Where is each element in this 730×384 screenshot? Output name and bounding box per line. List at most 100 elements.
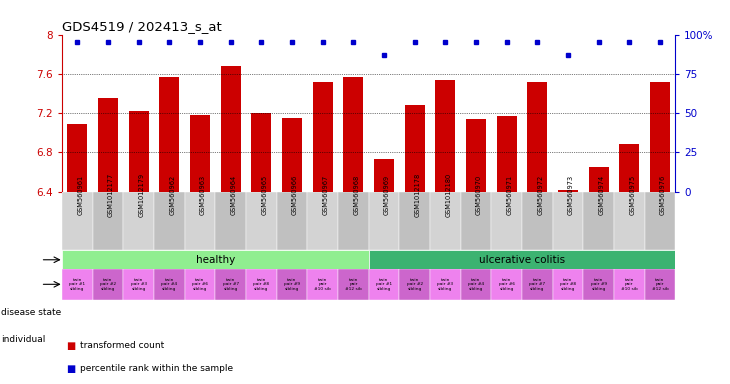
Text: GSM560975: GSM560975 — [629, 174, 635, 215]
Text: GSM560962: GSM560962 — [169, 174, 175, 215]
FancyBboxPatch shape — [430, 192, 461, 250]
Text: individual: individual — [1, 335, 46, 344]
Text: twin
pair #8
sibling: twin pair #8 sibling — [560, 278, 576, 291]
FancyBboxPatch shape — [307, 192, 338, 250]
Text: GSM560970: GSM560970 — [476, 174, 482, 215]
Text: twin
pair #9
sibling: twin pair #9 sibling — [591, 278, 607, 291]
Bar — [588, 167, 609, 192]
Text: transformed count: transformed count — [80, 341, 164, 350]
Text: twin
pair #1
sibling: twin pair #1 sibling — [376, 278, 392, 291]
Bar — [128, 111, 149, 192]
Bar — [215, 269, 246, 300]
Text: twin
pair #6
sibling: twin pair #6 sibling — [499, 278, 515, 291]
Text: ■: ■ — [66, 341, 75, 351]
Text: GSM560963: GSM560963 — [200, 174, 206, 215]
Bar — [558, 190, 578, 192]
Bar — [251, 113, 272, 192]
Bar — [522, 269, 553, 300]
Text: GSM560972: GSM560972 — [537, 174, 543, 215]
Bar — [159, 77, 180, 192]
FancyBboxPatch shape — [338, 192, 369, 250]
Text: GSM1012178: GSM1012178 — [415, 172, 420, 217]
Text: GSM1012177: GSM1012177 — [108, 172, 114, 217]
Text: GSM560974: GSM560974 — [599, 174, 604, 215]
FancyBboxPatch shape — [123, 192, 154, 250]
Text: GSM560961: GSM560961 — [77, 174, 83, 215]
Bar — [62, 250, 369, 269]
Bar — [312, 82, 333, 192]
Bar — [399, 269, 430, 300]
Bar — [62, 269, 93, 300]
FancyBboxPatch shape — [154, 192, 185, 250]
Bar — [466, 119, 486, 192]
Bar — [338, 269, 369, 300]
Bar — [282, 118, 302, 192]
Text: twin
pair
#12 sib: twin pair #12 sib — [652, 278, 668, 291]
Bar — [246, 269, 277, 300]
FancyBboxPatch shape — [399, 192, 430, 250]
FancyBboxPatch shape — [645, 192, 675, 250]
FancyBboxPatch shape — [369, 192, 399, 250]
Bar — [277, 269, 307, 300]
Text: twin
pair #4
sibling: twin pair #4 sibling — [468, 278, 484, 291]
Bar — [190, 115, 210, 192]
Bar — [614, 269, 645, 300]
FancyBboxPatch shape — [583, 192, 614, 250]
Bar — [650, 82, 670, 192]
Bar — [527, 82, 548, 192]
FancyBboxPatch shape — [93, 192, 123, 250]
Text: GSM560971: GSM560971 — [507, 174, 512, 215]
Bar — [123, 269, 154, 300]
Bar — [307, 269, 338, 300]
FancyBboxPatch shape — [215, 192, 246, 250]
Text: twin
pair #3
sibling: twin pair #3 sibling — [437, 278, 453, 291]
Text: GDS4519 / 202413_s_at: GDS4519 / 202413_s_at — [62, 20, 222, 33]
Text: GSM560966: GSM560966 — [292, 174, 298, 215]
Text: GSM560976: GSM560976 — [660, 174, 666, 215]
Text: GSM1012180: GSM1012180 — [445, 172, 451, 217]
FancyBboxPatch shape — [62, 192, 93, 250]
Bar — [369, 250, 675, 269]
Text: GSM560964: GSM560964 — [231, 174, 237, 215]
Text: ■: ■ — [66, 364, 75, 374]
Bar — [369, 269, 399, 300]
Bar — [404, 105, 425, 192]
Text: twin
pair #2
sibling: twin pair #2 sibling — [407, 278, 423, 291]
FancyBboxPatch shape — [461, 192, 491, 250]
FancyBboxPatch shape — [553, 192, 583, 250]
Bar — [98, 98, 118, 192]
Bar — [154, 269, 185, 300]
Text: twin
pair #9
sibling: twin pair #9 sibling — [284, 278, 300, 291]
FancyBboxPatch shape — [246, 192, 277, 250]
Text: twin
pair #1
sibling: twin pair #1 sibling — [69, 278, 85, 291]
Bar — [93, 269, 123, 300]
Text: twin
pair #7
sibling: twin pair #7 sibling — [223, 278, 239, 291]
Bar — [343, 77, 364, 192]
Text: twin
pair
#10 sib: twin pair #10 sib — [315, 278, 331, 291]
Bar — [553, 269, 583, 300]
Bar — [583, 269, 614, 300]
FancyBboxPatch shape — [522, 192, 553, 250]
Bar — [491, 269, 522, 300]
Text: healthy: healthy — [196, 255, 235, 265]
Text: GSM560967: GSM560967 — [323, 174, 329, 215]
Text: twin
pair #7
sibling: twin pair #7 sibling — [529, 278, 545, 291]
Text: twin
pair #6
sibling: twin pair #6 sibling — [192, 278, 208, 291]
Text: twin
pair
#12 sib: twin pair #12 sib — [345, 278, 361, 291]
Text: twin
pair #2
sibling: twin pair #2 sibling — [100, 278, 116, 291]
FancyBboxPatch shape — [491, 192, 522, 250]
Text: GSM560973: GSM560973 — [568, 174, 574, 215]
Text: twin
pair #8
sibling: twin pair #8 sibling — [253, 278, 269, 291]
Bar — [645, 269, 675, 300]
Text: twin
pair #3
sibling: twin pair #3 sibling — [131, 278, 147, 291]
Text: ulcerative colitis: ulcerative colitis — [479, 255, 565, 265]
FancyBboxPatch shape — [277, 192, 307, 250]
Bar — [374, 159, 394, 192]
Text: GSM560965: GSM560965 — [261, 174, 267, 215]
Bar — [220, 66, 241, 192]
Bar — [185, 269, 215, 300]
Bar — [435, 80, 456, 192]
Text: GSM1012179: GSM1012179 — [139, 172, 145, 217]
Bar — [619, 144, 639, 192]
Text: twin
pair
#10 sib: twin pair #10 sib — [621, 278, 637, 291]
